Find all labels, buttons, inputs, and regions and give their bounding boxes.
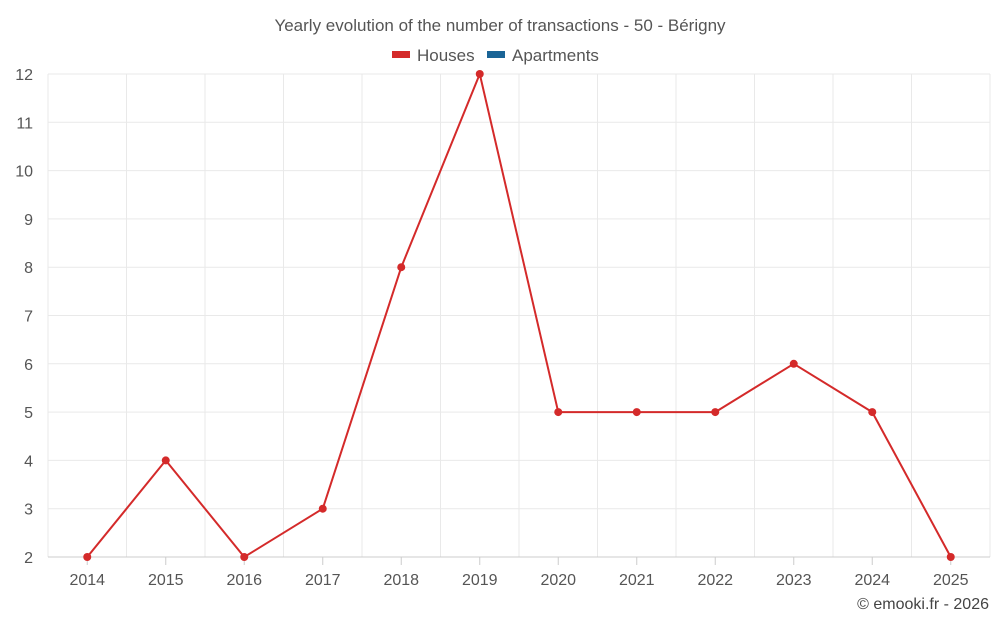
y-tick-label: 10 [15, 164, 33, 181]
data-point-houses-2021[interactable] [632, 408, 641, 417]
data-point-houses-2025[interactable] [946, 553, 955, 561]
credit-text: © emooki.fr - 2026 [857, 596, 989, 613]
y-tick-label: 2 [24, 550, 33, 567]
y-tick-label: 7 [24, 309, 33, 326]
x-tick-label: 2017 [305, 572, 341, 589]
x-tick-label: 2023 [776, 572, 812, 589]
y-tick-label: 11 [16, 115, 33, 132]
x-axis: 2014 2015 2016 2017 2018 2019 2020 2021 2022 2023… [48, 556, 990, 589]
x-tick-label: 2022 [697, 572, 733, 589]
x-tick-label: 2021 [619, 572, 655, 589]
data-point-houses-2018[interactable] [397, 263, 406, 272]
y-tick-label: 5 [24, 405, 33, 422]
x-tick-label: 2019 [462, 572, 498, 589]
legend-item-apartments[interactable]: Apartments [487, 46, 599, 65]
data-point-houses-2016[interactable] [240, 553, 249, 561]
data-point-houses-2020[interactable] [554, 408, 563, 417]
legend: Houses Apartments [392, 46, 599, 65]
legend-label-apartments: Apartments [512, 46, 599, 65]
y-tick-label: 6 [24, 357, 33, 374]
x-tick-label: 2014 [69, 572, 105, 589]
data-point-houses-2014[interactable] [83, 553, 92, 561]
data-point-houses-2015[interactable] [161, 456, 170, 465]
data-point-houses-2024[interactable] [868, 408, 877, 417]
x-tick-label: 2016 [226, 572, 262, 589]
y-tick-label: 8 [24, 260, 33, 277]
data-point-houses-2022[interactable] [711, 408, 720, 417]
data-point-houses-2019[interactable] [475, 70, 484, 78]
x-tick-label: 2015 [148, 572, 184, 589]
x-tick-label: 2025 [933, 572, 969, 589]
y-tick-label: 12 [15, 67, 33, 84]
y-tick-label: 9 [24, 212, 33, 229]
series-line-houses [86, 73, 952, 558]
legend-item-houses[interactable]: Houses [392, 46, 475, 65]
y-tick-label: 4 [24, 453, 33, 470]
data-point-houses-2017[interactable] [318, 504, 327, 513]
legend-swatch-houses [392, 51, 410, 58]
x-tick-label: 2018 [383, 572, 419, 589]
x-tick-label: 2024 [854, 572, 890, 589]
chart-title: Yearly evolution of the number of transa… [274, 16, 726, 35]
y-tick-label: 3 [24, 502, 33, 519]
data-point-houses-2023[interactable] [789, 359, 798, 368]
legend-label-houses: Houses [417, 46, 475, 65]
series-houses [83, 70, 955, 561]
y-axis: 2 3 4 5 6 7 8 9 10 11 12 [15, 67, 33, 567]
gridlines [47, 73, 991, 557]
legend-swatch-apartments [487, 51, 505, 58]
x-tick-label: 2020 [540, 572, 576, 589]
